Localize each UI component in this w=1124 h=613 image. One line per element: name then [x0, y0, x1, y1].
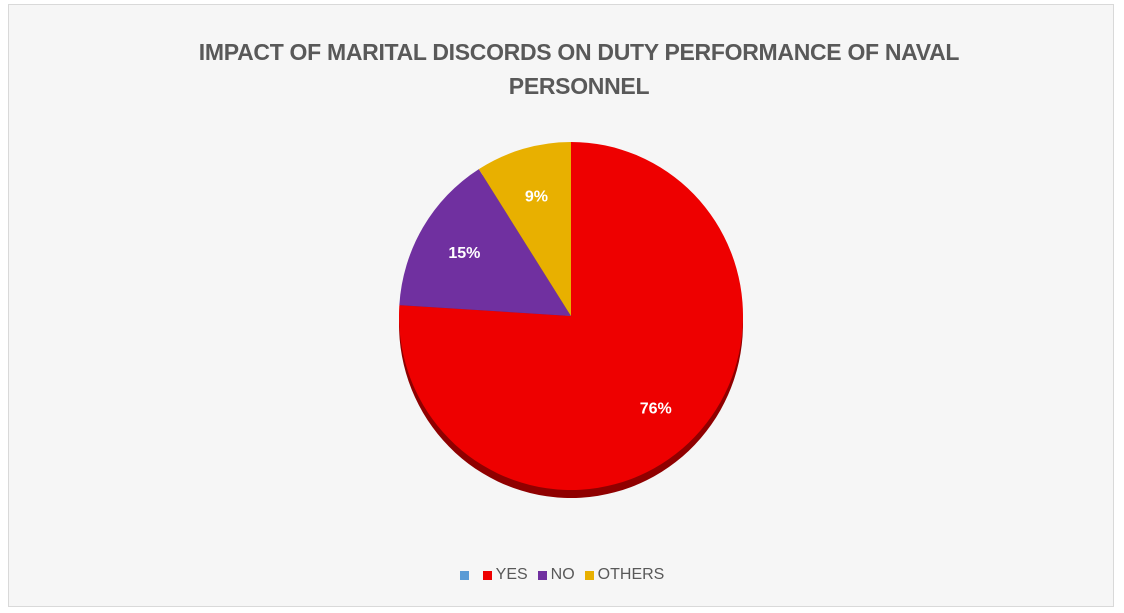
legend-swatch-unnamed — [459, 570, 469, 580]
legend-item-others: OTHERS — [584, 566, 665, 584]
data-label-no: 15% — [448, 245, 480, 262]
legend-label-others: OTHERS — [597, 566, 665, 583]
legend-label-yes: YES — [495, 566, 528, 583]
legend-item-unnamed — [459, 570, 473, 580]
legend-swatch-yes — [482, 570, 492, 580]
legend-label-no: NO — [550, 566, 575, 583]
legend-item-yes: YES — [482, 566, 528, 584]
pie-slice-others — [478, 142, 571, 316]
pie-slice-no — [399, 169, 571, 316]
legend-swatch-no — [537, 570, 547, 580]
chart-legend: YES NO OTHERS — [0, 566, 1124, 584]
chart-title: IMPACT OF MARITAL DISCORDS ON DUTY PERFO… — [198, 39, 960, 99]
data-label-yes: 76% — [640, 400, 672, 417]
legend-swatch-others — [584, 570, 594, 580]
legend-item-no: NO — [537, 566, 575, 584]
data-label-others: 9% — [525, 189, 548, 206]
